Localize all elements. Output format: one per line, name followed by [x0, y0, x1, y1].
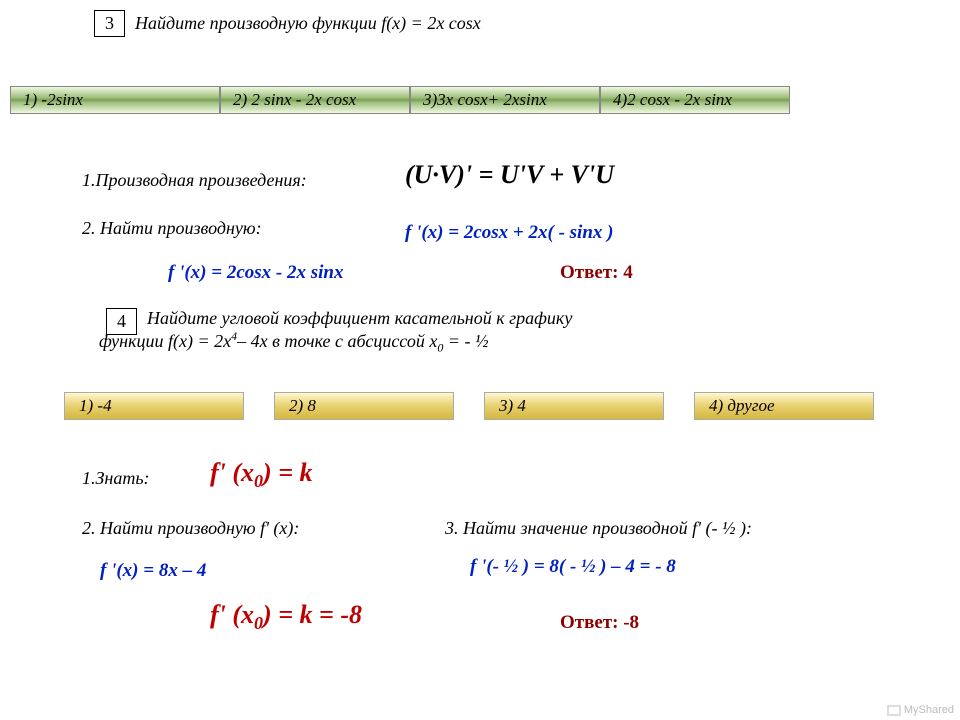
q4-l2b: – 4x в точке с абсциссой x [237, 331, 437, 351]
q4-answer: Ответ: -8 [560, 612, 639, 634]
watermark-text: MyShared [904, 704, 954, 716]
q3-step2-label: 2. Найти производную: [82, 218, 262, 239]
q4-know-formula: f' (x0) = k [210, 458, 313, 492]
watermark: MyShared [887, 704, 954, 716]
q4-res-a: f' (x [210, 600, 254, 629]
q4-opt1: 1) -4 [64, 392, 244, 420]
q3-step2-formula: f '(x) = 2cosx + 2x( - sinx ) [405, 222, 613, 244]
q4-l2a: функции f(x) = 2x [99, 331, 231, 351]
q4-step3-formula: f '(- ½ ) = 8( - ½ ) – 4 = - 8 [470, 556, 676, 578]
slide: 3 Найдите производную функции f(x) = 2x … [0, 0, 960, 720]
q3-text: Найдите производную функции f(x) = 2x co… [135, 13, 481, 34]
q4-know-b: ) = k [263, 458, 312, 487]
q4-step3-label: 3. Найти значение производной f' (- ½ ): [445, 518, 752, 539]
q4-opt2: 2) 8 [274, 392, 454, 420]
q3-step1-label: 1.Производная произведения: [82, 170, 307, 191]
q3-number-box: 3 [94, 10, 125, 37]
q3-opt3: 3)3x cosx+ 2xsinx [410, 86, 600, 114]
q4-text-block: Найдите угловой коэффициент касательной … [147, 308, 572, 356]
q4-step2-formula: f '(x) = 8x – 4 [100, 560, 206, 582]
q4-know-label: 1.Знать: [82, 468, 150, 489]
q4-header: 4 Найдите угловой коэффициент касательно… [106, 308, 572, 356]
q4-opt3: 3) 4 [484, 392, 664, 420]
q3-opt1: 1) -2sinx [10, 86, 220, 114]
q4-opt4: 4) другое [694, 392, 874, 420]
q3-step1-formula: (U·V)' = U'V + V'U [405, 160, 614, 190]
q3-step2-result: f '(x) = 2cosx - 2x sinx [168, 262, 343, 284]
q4-l2c: = - ½ [443, 331, 488, 351]
q3-header: 3 Найдите производную функции f(x) = 2x … [94, 10, 481, 37]
q3-options: 1) -2sinx 2) 2 sinx - 2x cosx 3)3x cosx+… [10, 86, 790, 114]
q4-text-l2: функции f(x) = 2x4– 4x в точке с абсцисс… [99, 329, 572, 356]
q4-know-a: f' (x [210, 458, 254, 487]
q4-options: 1) -4 2) 8 3) 4 4) другое [64, 392, 874, 420]
q3-opt2: 2) 2 sinx - 2x cosx [220, 86, 410, 114]
q3-opt4: 4)2 cosx - 2x sinx [600, 86, 790, 114]
q4-res-b: ) = k = -8 [263, 600, 362, 629]
logo-icon [887, 705, 901, 716]
q3-answer: Ответ: 4 [560, 262, 633, 284]
q4-text-l1: Найдите угловой коэффициент касательной … [147, 308, 572, 329]
q4-step2-label: 2. Найти производную f' (x): [82, 518, 299, 539]
q4-result: f' (x0) = k = -8 [210, 600, 362, 634]
